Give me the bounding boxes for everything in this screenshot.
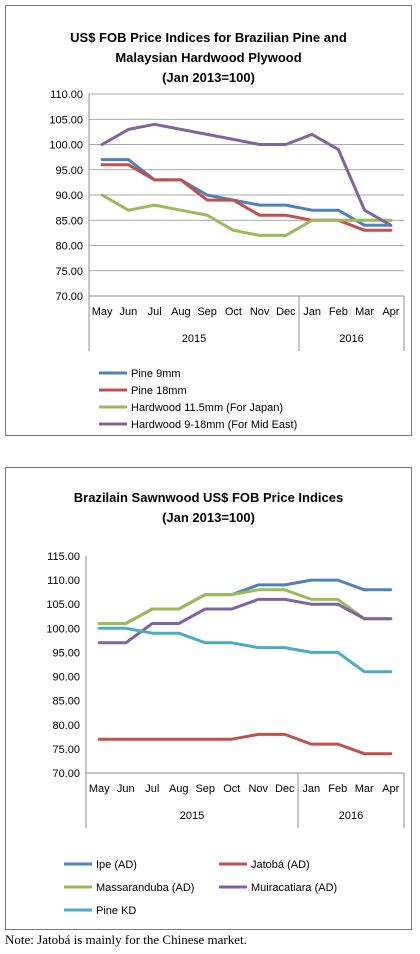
y-tick-label: 80.00 xyxy=(55,241,83,253)
chart-title-line1: US$ FOB Price Indices for Brazilian Pine… xyxy=(70,30,347,45)
x-tick-label: May xyxy=(92,306,113,318)
series-line xyxy=(100,122,393,227)
x-tick-label: Nov xyxy=(248,783,268,795)
y-tick-label: 100.00 xyxy=(49,140,83,152)
y-tick-label: 95.00 xyxy=(55,165,83,177)
plywood-line-chart: 70.00 75.00 80.00 85.00 90.00 95.00 100.00 105.… xyxy=(49,89,405,431)
x-tick-label: Dec xyxy=(275,783,295,795)
y-tick-label: 90.00 xyxy=(55,190,83,202)
chart-subtitle: (Jan 2013=100) xyxy=(162,70,255,85)
y-tick-label: 70.00 xyxy=(55,291,83,303)
y-tick-label: 100.00 xyxy=(46,623,80,635)
y-tick-label: 75.00 xyxy=(55,266,83,278)
x-tick-label: Jun xyxy=(117,783,135,795)
x-tick-label: Jun xyxy=(120,306,138,318)
x-group-label: 2015 xyxy=(182,333,206,345)
sawnwood-line-chart: 70.00 75.00 80.00 85.00 90.00 95.00 100.00 105.… xyxy=(46,551,405,917)
y-tick-label: 75.00 xyxy=(52,744,80,756)
x-tick-label: Dec xyxy=(276,306,296,318)
y-tick-label: 95.00 xyxy=(52,647,80,659)
chart-subtitle: (Jan 2013=100) xyxy=(162,510,255,525)
legend-label: Pine 18mm xyxy=(131,385,187,397)
x-tick-label: Jan xyxy=(303,306,321,318)
x-tick-label: Oct xyxy=(225,306,242,318)
legend-label: Ipe (AD) xyxy=(96,859,137,871)
chart-panel-plywood: US$ FOB Price Indices for Brazilian Pine… xyxy=(5,5,412,436)
y-tick-label: 105.00 xyxy=(49,114,83,126)
x-tick-label: Feb xyxy=(329,306,348,318)
legend-label: Pine KD xyxy=(96,905,136,917)
x-group-label: 2016 xyxy=(339,810,363,822)
x-tick-label: Sep xyxy=(197,306,217,318)
y-tick-label: 85.00 xyxy=(52,696,80,708)
x-tick-label: Apr xyxy=(382,783,399,795)
x-tick-label: Sep xyxy=(195,783,215,795)
series-line xyxy=(97,597,393,645)
series-line xyxy=(97,732,393,756)
chart-title: Brazilain Sawnwood US$ FOB Price Indices xyxy=(73,490,344,505)
legend-label: Muiracatiara (AD) xyxy=(251,882,337,894)
series-line xyxy=(97,578,393,625)
x-tick-label: Oct xyxy=(223,783,240,795)
x-group-label: 2016 xyxy=(339,333,363,345)
y-tick-label: 70.00 xyxy=(52,768,80,780)
chart-panel-sawnwood: Brazilain Sawnwood US$ FOB Price Indices… xyxy=(5,467,412,930)
legend-label: Massaranduba (AD) xyxy=(96,882,194,894)
x-tick-label: May xyxy=(89,783,110,795)
x-tick-label: Jul xyxy=(148,306,162,318)
x-tick-label: Apr xyxy=(382,306,399,318)
legend-label: Hardwood 9-18mm (For Mid East) xyxy=(131,419,297,431)
x-tick-label: Feb xyxy=(328,783,347,795)
x-tick-label: Mar xyxy=(355,306,374,318)
legend-label: Jatobá (AD) xyxy=(251,859,310,871)
x-group-label: 2015 xyxy=(180,810,204,822)
series-line xyxy=(97,626,393,674)
y-tick-label: 80.00 xyxy=(52,720,80,732)
x-tick-label: Aug xyxy=(171,306,191,318)
y-tick-label: 110.00 xyxy=(50,89,83,101)
footnote: Note: Jatobá is mainly for the Chinese m… xyxy=(5,932,247,947)
series-line xyxy=(100,163,393,232)
y-tick-label: 115.00 xyxy=(47,551,80,563)
series-line xyxy=(100,193,393,237)
series-line xyxy=(97,588,393,625)
x-tick-label: Aug xyxy=(169,783,189,795)
y-tick-label: 105.00 xyxy=(46,599,80,611)
x-tick-label: Jul xyxy=(145,783,159,795)
x-tick-label: Nov xyxy=(250,306,270,318)
y-tick-label: 90.00 xyxy=(52,672,80,684)
y-tick-label: 110.00 xyxy=(47,575,80,587)
y-tick-label: 85.00 xyxy=(55,215,83,227)
chart-title-line2: Malaysian Hardwood Plywood xyxy=(115,50,302,65)
legend-label: Hardwood 11.5mm (For Japan) xyxy=(131,402,283,414)
x-tick-label: Jan xyxy=(302,783,320,795)
legend-label: Pine 9mm xyxy=(131,368,181,380)
x-tick-label: Mar xyxy=(355,783,374,795)
